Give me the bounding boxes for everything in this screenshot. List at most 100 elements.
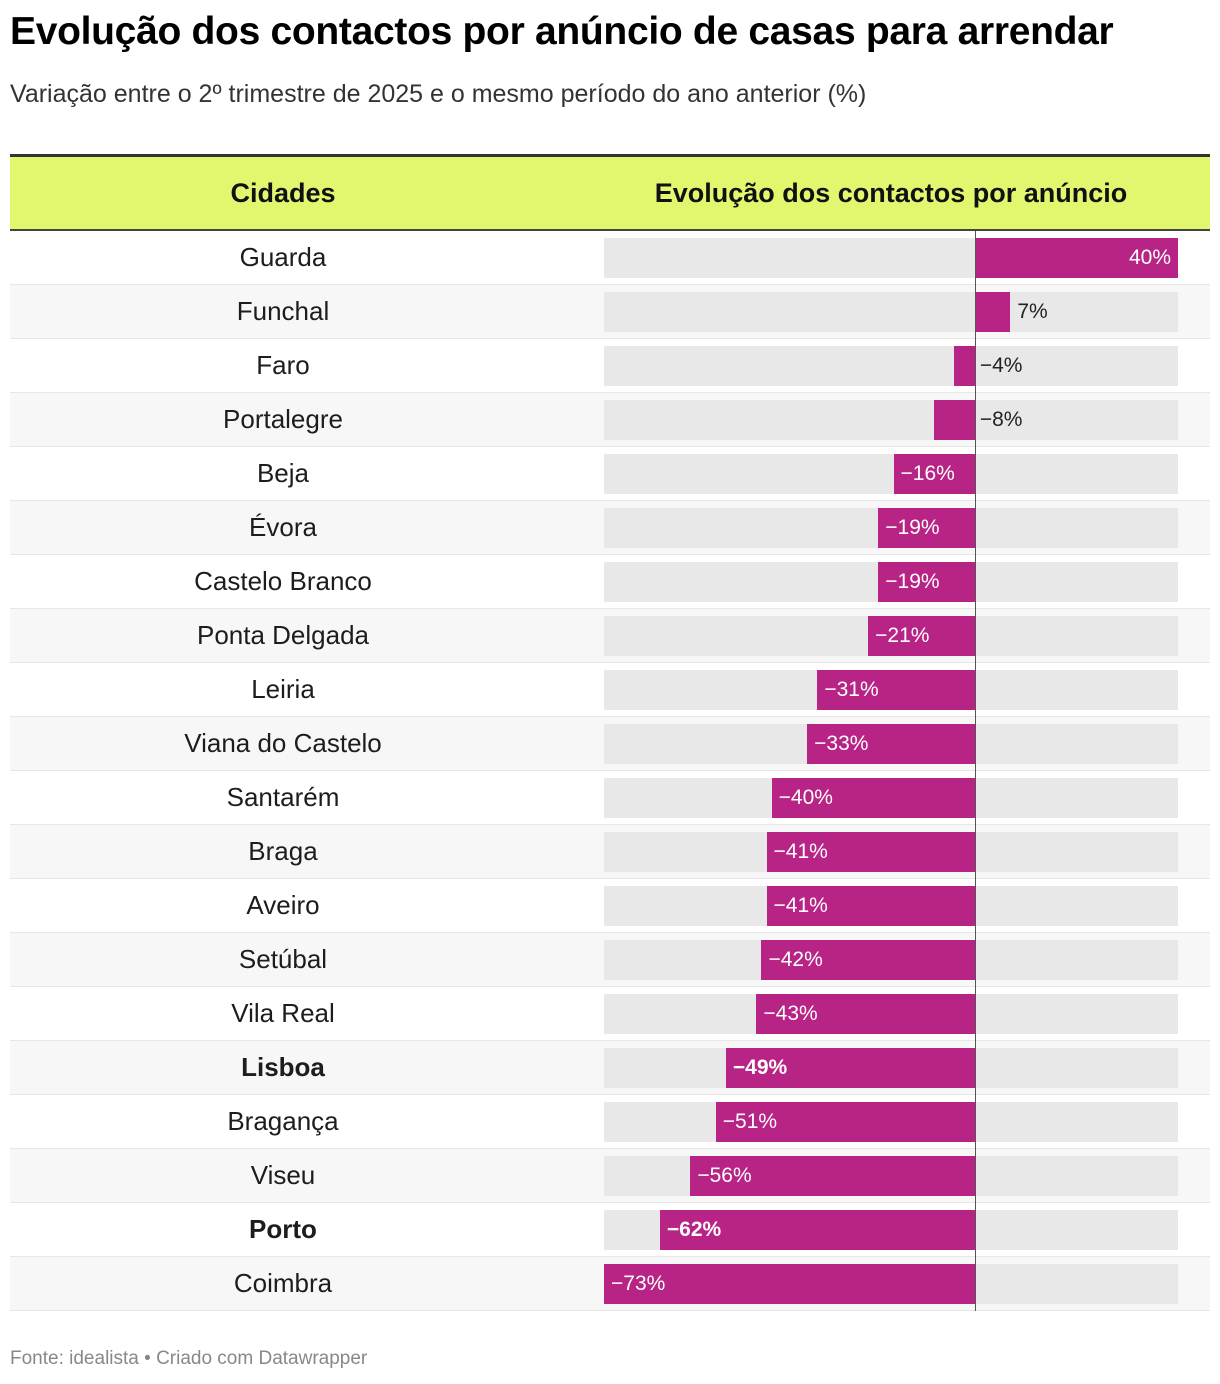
bar-track: −56%	[604, 1149, 1178, 1203]
table-row: Évora −19%	[10, 501, 1210, 555]
table-row: Guarda 40%	[10, 231, 1210, 285]
data-label: −73%	[611, 1272, 666, 1295]
city-name: Braga	[248, 836, 318, 866]
bar	[761, 940, 975, 980]
data-label: −62%	[666, 1218, 722, 1241]
bar-track: −49%	[604, 1041, 1178, 1095]
bar-track: −16%	[604, 447, 1178, 501]
city-name: Viana do Castelo	[184, 728, 382, 758]
bar-track: −31%	[604, 663, 1178, 717]
bar-track: −19%	[604, 555, 1178, 609]
table-row: Leiria −31%	[10, 663, 1210, 717]
bar	[715, 1102, 975, 1142]
data-label: −41%	[773, 894, 828, 917]
city-name: Lisboa	[241, 1052, 325, 1082]
table-header: Cidades Evolução dos contactos por anúnc…	[10, 154, 1210, 231]
table-row: Santarém −40%	[10, 771, 1210, 825]
table-row: Portalegre −8%	[10, 393, 1210, 447]
zero-line	[974, 987, 976, 1041]
city-name: Funchal	[236, 296, 330, 326]
zero-line	[974, 1203, 976, 1257]
zero-line	[974, 501, 976, 555]
bar	[878, 508, 975, 548]
bar	[878, 562, 975, 602]
data-label: −8%	[979, 408, 1023, 431]
zero-line	[974, 1095, 976, 1149]
bar	[893, 454, 975, 494]
data-label: −21%	[875, 624, 930, 647]
city-name: Vila Real	[231, 998, 335, 1028]
city-name: Ponta Delgada	[196, 620, 370, 650]
bar	[766, 832, 975, 872]
zero-line	[974, 1149, 976, 1203]
table-row: Setúbal −42%	[10, 933, 1210, 987]
zero-line	[974, 609, 976, 663]
bar-track: −41%	[604, 825, 1178, 879]
data-label: −31%	[824, 678, 879, 701]
city-name: Setúbal	[238, 944, 328, 974]
table-row: Ponta Delgada −21%	[10, 609, 1210, 663]
zero-line	[974, 447, 976, 501]
table-row: Bragança −51%	[10, 1095, 1210, 1149]
bar	[974, 292, 1011, 332]
city-name: Évora	[249, 512, 317, 542]
bar	[659, 1210, 975, 1250]
data-label: −51%	[722, 1110, 778, 1133]
zero-line	[974, 393, 976, 447]
data-label: −33%	[814, 732, 869, 755]
data-label: −16%	[900, 462, 955, 485]
bar-track: −19%	[604, 501, 1178, 555]
column-header-evolution[interactable]: Evolução dos contactos por anúncio	[654, 178, 1128, 208]
bar-track: −42%	[604, 933, 1178, 987]
table-row: Castelo Branco −19%	[10, 555, 1210, 609]
column-header-cities[interactable]: Cidades	[230, 178, 336, 208]
city-name: Leiria	[251, 674, 315, 704]
zero-line	[974, 933, 976, 987]
table-row: Braga −41%	[10, 825, 1210, 879]
zero-line	[974, 663, 976, 717]
zero-line	[974, 555, 976, 609]
zero-line	[974, 339, 976, 393]
table-row: Vila Real −43%	[10, 987, 1210, 1041]
bar	[725, 1048, 975, 1088]
table-row: Porto −62%	[10, 1203, 1210, 1257]
city-name: Porto	[249, 1214, 317, 1244]
bar-track: −62%	[604, 1203, 1178, 1257]
bar	[954, 346, 975, 386]
city-name: Coimbra	[233, 1268, 333, 1298]
bar-track: −51%	[604, 1095, 1178, 1149]
bar	[771, 778, 975, 818]
bar-track: −41%	[604, 879, 1178, 933]
zero-line	[974, 1041, 976, 1095]
city-name: Guarda	[239, 242, 327, 272]
city-name: Viseu	[250, 1160, 316, 1190]
table-row: Beja −16%	[10, 447, 1210, 501]
zero-line	[974, 285, 976, 339]
data-label: −19%	[885, 570, 940, 593]
table-row: Viseu −56%	[10, 1149, 1210, 1203]
zero-line	[974, 1257, 976, 1311]
city-name: Bragança	[227, 1106, 339, 1136]
zero-line	[974, 771, 976, 825]
city-name: Santarém	[226, 782, 340, 812]
bar-track: −4%	[604, 339, 1178, 393]
data-label: −40%	[778, 786, 833, 809]
bar	[766, 886, 975, 926]
bar-track: −43%	[604, 987, 1178, 1041]
chart-title: Evolução dos contactos por anúncio de ca…	[10, 10, 1114, 53]
bar-track: −73%	[604, 1257, 1178, 1311]
bar	[817, 670, 975, 710]
data-label: −49%	[732, 1056, 788, 1079]
city-name: Castelo Branco	[194, 566, 372, 596]
data-label: 40%	[1128, 246, 1171, 269]
zero-line	[974, 825, 976, 879]
data-table: Cidades Evolução dos contactos por anúnc…	[10, 154, 1210, 1311]
table-row: Lisboa −49%	[10, 1041, 1210, 1095]
bar	[756, 994, 975, 1034]
bar	[807, 724, 975, 764]
bar-track: −8%	[604, 393, 1178, 447]
bar-track: −21%	[604, 609, 1178, 663]
data-label: −4%	[979, 354, 1023, 377]
zero-line	[974, 879, 976, 933]
data-label: −41%	[773, 840, 828, 863]
